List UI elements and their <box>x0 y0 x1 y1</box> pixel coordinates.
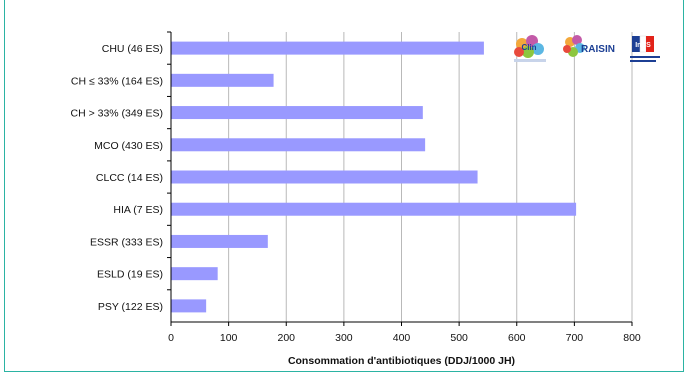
bar <box>171 299 207 313</box>
category-label: ESLD (19 ES) <box>97 269 163 281</box>
x-tick-label: 200 <box>277 332 295 344</box>
raisin-logo: RAISIN <box>563 35 615 57</box>
svg-text:RAISIN: RAISIN <box>581 44 615 55</box>
x-tick-label: 500 <box>450 332 468 344</box>
bar <box>171 41 484 55</box>
bar <box>171 73 274 87</box>
bar <box>171 170 478 184</box>
bar <box>171 267 218 281</box>
category-label: CH > 33% (349 ES) <box>70 108 163 120</box>
x-tick-label: 700 <box>566 332 584 344</box>
chart-frame <box>4 0 684 372</box>
bar <box>171 234 268 248</box>
svg-text:InVS: InVS <box>635 42 651 49</box>
cclin-sud-ouest-logo: Clin <box>514 35 546 62</box>
category-label: CH ≤ 33% (164 ES) <box>71 75 163 87</box>
bar <box>171 106 423 120</box>
x-tick-label: 600 <box>508 332 526 344</box>
bar <box>171 202 577 216</box>
category-label: PSY (122 ES) <box>98 301 163 313</box>
svg-text:Clin: Clin <box>521 43 536 52</box>
category-label: HIA (7 ES) <box>113 204 163 216</box>
x-tick-label: 800 <box>623 332 641 344</box>
bars <box>171 41 577 313</box>
x-axis-title: Consommation d'antibiotiques (DDJ/1000 J… <box>288 355 515 367</box>
category-labels: CHU (46 ES) CH ≤ 33% (164 ES) CH > 33% (34… <box>70 31 171 313</box>
category-label: CHU (46 ES) <box>102 43 163 55</box>
category-label: ESSR (333 ES) <box>90 236 163 248</box>
x-tick-label: 0 <box>168 332 174 344</box>
category-label: MCO (430 ES) <box>94 140 163 152</box>
bar <box>171 138 426 152</box>
x-tick-label: 400 <box>393 332 411 344</box>
category-label: CLCC (14 ES) <box>96 172 163 184</box>
x-tick-label: 300 <box>335 332 353 344</box>
invs-logo: InVS <box>630 35 660 62</box>
logo-strip: Clin RAISIN InVS <box>508 32 668 66</box>
x-tick-label: 100 <box>220 332 238 344</box>
tick-labels: 0 100 200 300 400 500 600 700 800 <box>168 322 641 344</box>
